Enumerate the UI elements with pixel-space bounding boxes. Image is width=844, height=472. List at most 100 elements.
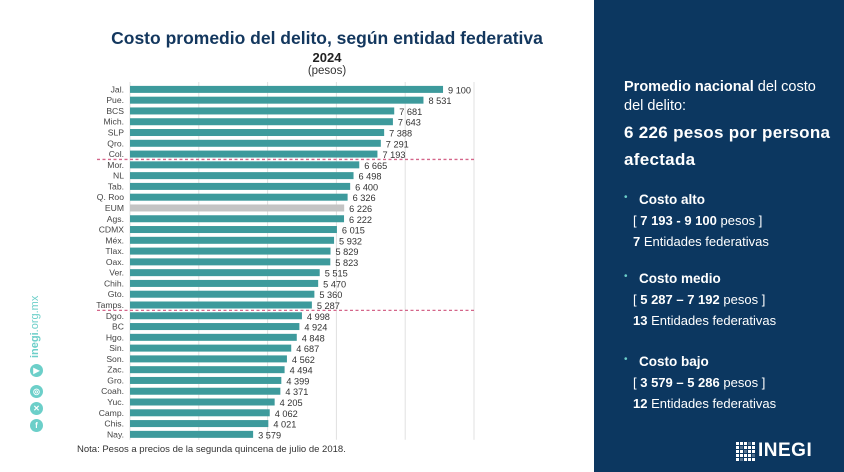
value-label: 4 062	[275, 409, 298, 419]
value-label: 5 360	[319, 290, 342, 300]
bullet-icon: •	[624, 271, 628, 282]
count-label: Entidades federativas	[643, 234, 769, 249]
category-label: BCS	[106, 106, 124, 116]
value-label: 6 498	[359, 172, 382, 182]
site-url-bold: inegi	[29, 332, 41, 358]
category-label: Tamps.	[96, 300, 124, 310]
category-label: Gro.	[107, 375, 124, 385]
inegi-logo-text: INEGI	[758, 440, 813, 461]
lead-rest: del costo del delito:	[624, 79, 816, 114]
category-label: Coah.	[101, 386, 124, 396]
value-label: 6 326	[353, 193, 376, 203]
category-label: Chih.	[104, 278, 124, 288]
value-label: 4 562	[292, 355, 315, 365]
count-value: 13	[633, 313, 648, 328]
range-values: 5 287 – 7 192	[640, 292, 720, 307]
category-name: Costo bajo	[639, 354, 709, 369]
value-label: 4 998	[307, 312, 330, 322]
category-label: Jal.	[111, 84, 124, 94]
value-label: 5 470	[323, 279, 346, 289]
inegi-logo: INEGI	[736, 440, 812, 462]
category-label: Pue.	[106, 95, 124, 105]
value-label: 6 015	[342, 226, 365, 236]
bar	[130, 172, 354, 180]
value-label: 9 100	[448, 85, 471, 95]
value-label: 4 371	[285, 387, 308, 397]
instagram-icon[interactable]: ◎	[30, 385, 43, 398]
value-label: 5 515	[325, 269, 348, 279]
value-label: 8 531	[428, 96, 451, 106]
category-label: Gto.	[108, 289, 124, 299]
category-label: Col.	[109, 149, 124, 159]
value-label: 7 681	[399, 107, 422, 117]
category-label: Ags.	[107, 214, 124, 224]
bar	[130, 376, 282, 384]
category-label: CDMX	[99, 225, 125, 235]
site-url-link[interactable]: inegi.org.mx	[29, 288, 45, 358]
value-label: 7 193	[382, 150, 405, 160]
value-label: 7 643	[398, 118, 421, 128]
value-label: 4 494	[290, 366, 313, 376]
bar	[130, 161, 360, 169]
value-label: 3 579	[258, 430, 281, 440]
inegi-logo-mark-icon	[736, 441, 755, 461]
category-label: Hgo.	[106, 332, 124, 342]
chart-units: (pesos)	[307, 65, 347, 77]
bar	[130, 236, 335, 244]
category-label: Zac.	[107, 365, 124, 375]
bar	[130, 269, 320, 277]
bar	[130, 247, 331, 255]
youtube-icon[interactable]: ▶	[30, 364, 43, 377]
range-values: 3 579 – 5 286	[640, 375, 720, 390]
chart-title: Costo promedio del delito, según entidad…	[111, 28, 543, 48]
x-icon[interactable]: ✕	[30, 402, 43, 415]
bar	[130, 258, 331, 266]
national-average-value: 6 226 pesos por persona afectada	[624, 123, 831, 169]
category-label: SLP	[108, 128, 125, 138]
category-label: Tlax.	[105, 246, 124, 256]
value-label: 6 400	[355, 182, 378, 192]
value-label: 7 388	[389, 129, 412, 139]
bar	[130, 301, 312, 309]
bullet-icon: •	[624, 192, 628, 203]
category-count: 12 Entidades federativas	[633, 396, 776, 411]
range-unit: pesos	[723, 375, 759, 390]
bar	[130, 226, 337, 234]
value-label: 4 924	[304, 323, 327, 333]
value-label: 5 932	[339, 236, 362, 246]
category-label: Méx.	[105, 235, 124, 245]
value-label: 5 829	[336, 247, 359, 257]
value-label: 4 021	[273, 420, 296, 430]
range-unit: pesos	[720, 213, 756, 228]
category-label: Chis.	[104, 419, 124, 429]
bar	[130, 118, 393, 126]
category-range: [ 3 579 – 5 286 pesos ]	[633, 375, 766, 390]
category-count: 7 Entidades federativas	[633, 234, 769, 249]
bar	[130, 430, 254, 438]
value-label: 4 848	[302, 333, 325, 343]
category-label: Oax.	[106, 257, 124, 267]
lead-bold: Promedio nacional	[624, 79, 754, 95]
category-label: Ver.	[109, 268, 124, 278]
bar	[130, 409, 270, 417]
count-label: Entidades federativas	[651, 313, 777, 328]
bar-highlight	[130, 204, 345, 212]
category-label: Camp.	[99, 408, 124, 418]
chart-note: Nota: Pesos a precios de la segunda quin…	[77, 444, 346, 455]
facebook-icon[interactable]: f	[30, 419, 43, 432]
chart-subtitle: 2024	[312, 50, 342, 65]
category-label: BC	[112, 322, 124, 332]
bar	[130, 333, 297, 341]
bar	[130, 420, 269, 428]
category-label: Tab.	[108, 181, 124, 191]
bar-chart: Jal. 9 100 Pue. 8 531 BCS 7 681 Mich. 7 643 SLP 7…	[96, 82, 476, 440]
bar	[130, 96, 424, 104]
value-label: 5 287	[317, 301, 340, 311]
category-label: Mich.	[103, 117, 124, 127]
value-label: 6 222	[349, 215, 372, 225]
value-label: 6 226	[349, 204, 372, 214]
category-range: [ 5 287 – 7 192 pesos ]	[633, 292, 766, 307]
category-range: [ 7 193 - 9 100 pesos ]	[633, 213, 763, 228]
category-count: 13 Entidades federativas	[633, 313, 776, 328]
